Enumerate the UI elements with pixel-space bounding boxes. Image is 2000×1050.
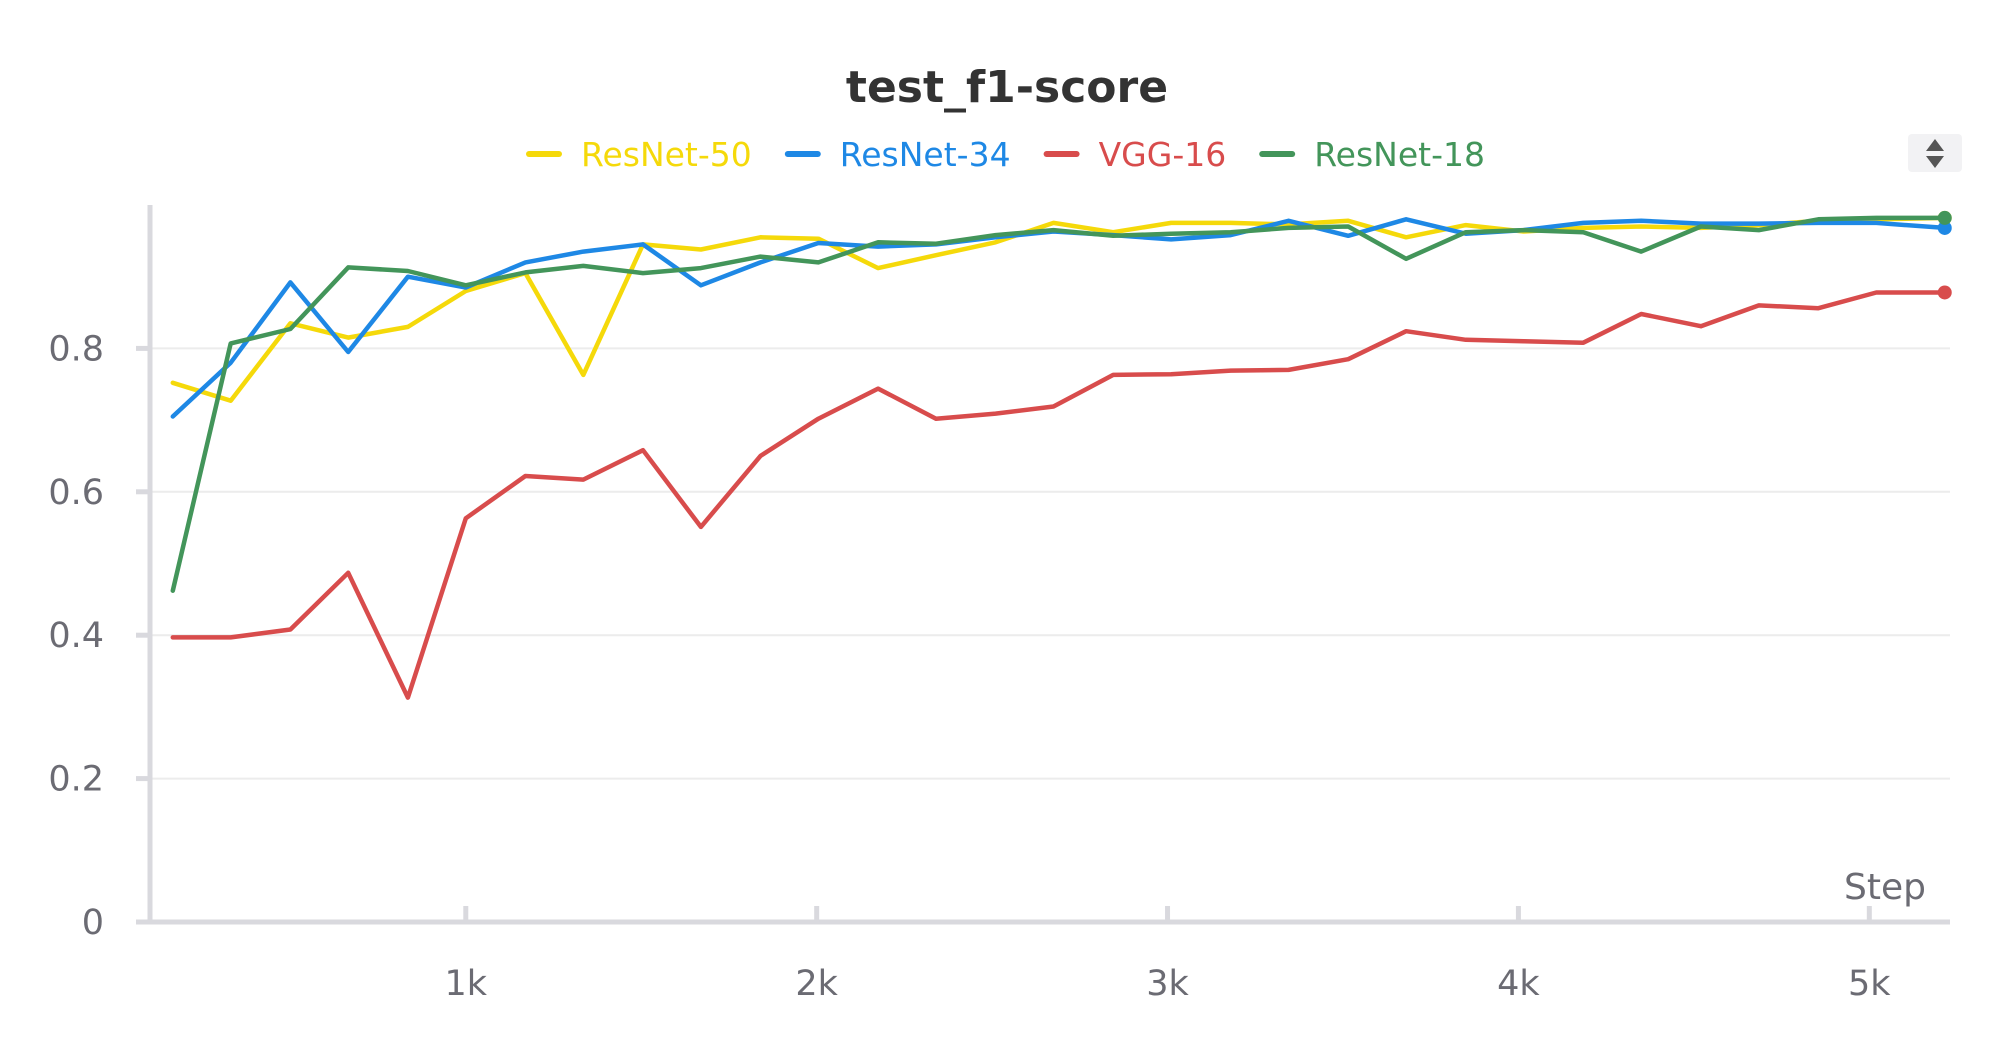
x-tick-label: 2k [795, 964, 838, 1004]
series-end-point-resnet-18 [1937, 210, 1952, 225]
series-group [170, 210, 1952, 700]
grid [150, 347, 1950, 780]
series-end-point-resnet-34 [1937, 220, 1952, 235]
series-line-vgg-16 [170, 290, 1947, 700]
x-tick-label: 5k [1848, 964, 1891, 1004]
x-tick-label: 3k [1146, 964, 1189, 1004]
legend-item-resnet-50[interactable]: ResNet-50 [526, 135, 752, 174]
y-tick-label: 0.2 [48, 760, 104, 800]
legend-label: VGG-16 [1099, 135, 1227, 174]
legend-label: ResNet-50 [581, 135, 752, 174]
legend-scroll-button[interactable] [1908, 134, 1962, 172]
x-axis-ticks: 1k 2k 3k 4k 5k [445, 906, 1891, 1004]
series-line-resnet-34 [170, 217, 1947, 419]
y-tick-label: 0.4 [48, 616, 104, 656]
y-axis-ticks: 0 0.2 0.4 0.6 0.8 [48, 329, 150, 943]
legend-label: ResNet-18 [1314, 135, 1485, 174]
legend-item-resnet-34[interactable]: ResNet-34 [784, 135, 1011, 174]
caret-down-icon [1926, 156, 1944, 168]
series-line-resnet-50 [170, 215, 1947, 403]
chart-title: test_f1-score [846, 62, 1168, 113]
x-tick-label: 4k [1497, 964, 1540, 1004]
x-tick-label: 1k [445, 964, 488, 1004]
y-tick-label: 0.8 [48, 329, 104, 369]
y-tick-label: 0.6 [48, 473, 104, 513]
series-line-resnet-18 [170, 215, 1947, 593]
x-axis-title: Step [1844, 867, 1926, 908]
legend-item-resnet-18[interactable]: ResNet-18 [1259, 135, 1485, 174]
axes [147, 205, 1950, 925]
caret-up-icon [1926, 139, 1944, 151]
legend-item-vgg-16[interactable]: VGG-16 [1043, 135, 1227, 174]
legend: ResNet-50 ResNet-34 VGG-16 ResNet-18 [526, 135, 1485, 174]
y-tick-label: 0 [82, 903, 104, 943]
series-end-point-vgg-16 [1937, 285, 1952, 300]
legend-label: ResNet-34 [840, 135, 1011, 174]
